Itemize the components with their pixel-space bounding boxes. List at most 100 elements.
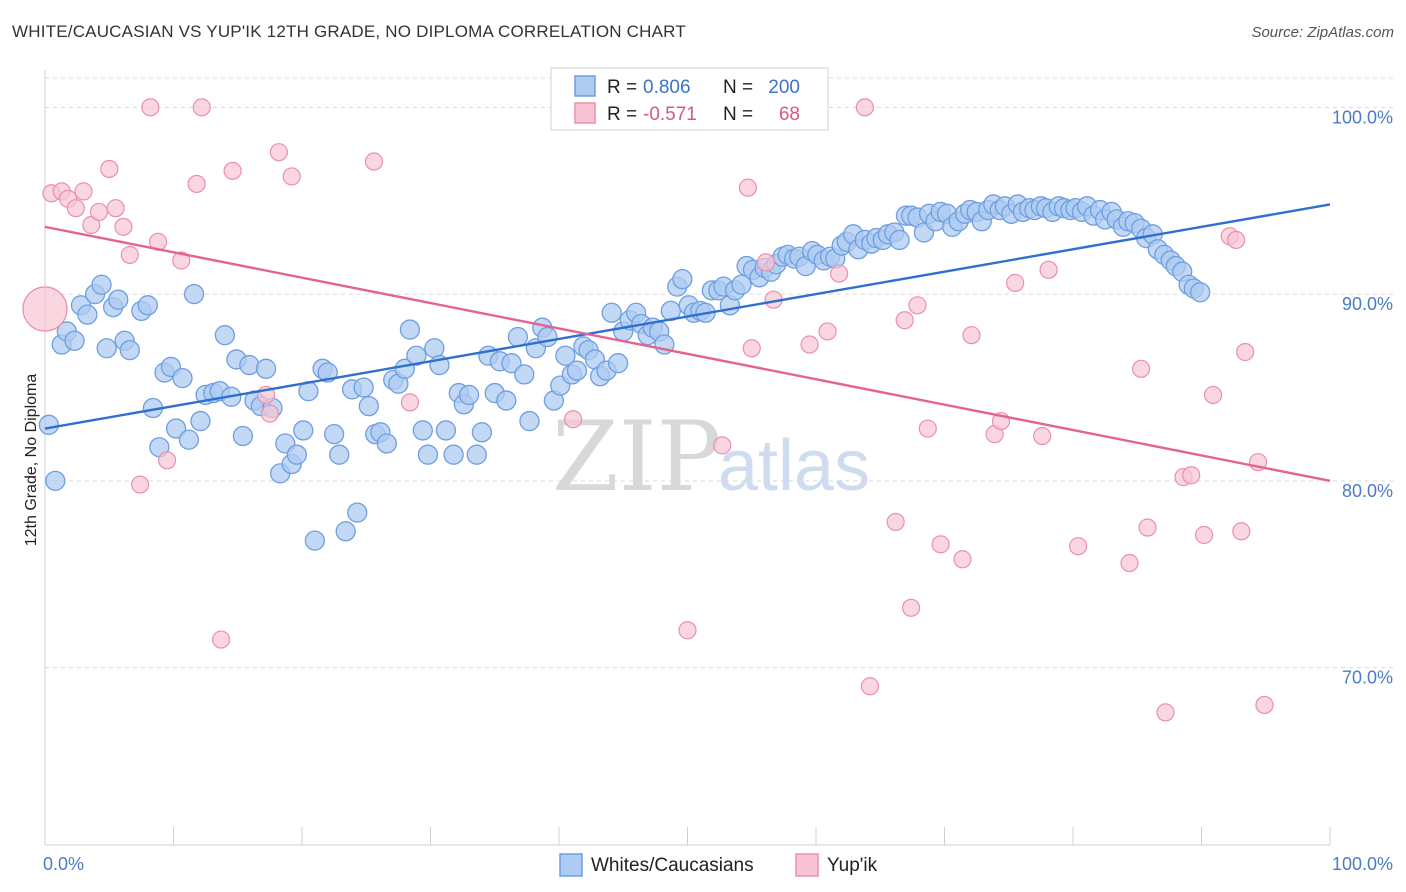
whites-point-20 — [165, 418, 187, 439]
yupik-point-23 — [269, 143, 288, 162]
whites-point-193 — [1190, 282, 1211, 303]
yupik-point-66 — [1255, 695, 1274, 715]
y-tick-label-70: 70.0% — [1342, 668, 1393, 688]
whites-point-78 — [514, 364, 535, 385]
yupik-point-30 — [738, 178, 757, 197]
whites-point-63 — [424, 338, 445, 359]
yupik-point-10 — [114, 217, 133, 236]
yupik-point-62 — [1227, 230, 1246, 250]
whites-point-59 — [399, 319, 421, 340]
legend-swatch-blue — [574, 75, 596, 97]
y-tick-label-100: 100.0% — [1332, 107, 1393, 127]
whites-point-9 — [96, 338, 117, 359]
yupik-point-16 — [172, 251, 191, 270]
whites-trend-line — [44, 203, 1331, 430]
yupik-point-28 — [678, 621, 697, 640]
whites-point-22 — [178, 429, 200, 450]
whites-point-142 — [889, 229, 910, 251]
yupik-point-38 — [860, 677, 880, 696]
whites-point-69 — [458, 384, 480, 406]
yupik-point-49 — [1006, 273, 1025, 292]
yupik-point-53 — [1120, 553, 1139, 573]
yupik-point-51 — [1039, 260, 1058, 279]
yupik-point-46 — [962, 326, 981, 345]
whites-point-11 — [108, 289, 129, 310]
series-whites-points — [38, 194, 1211, 551]
chart-title: WHITE/CAUCASIAN VS YUP'IK 12TH GRADE, NO… — [12, 22, 686, 41]
x-tick-label-start: 0.0% — [43, 854, 84, 874]
yupik-point-45 — [953, 550, 972, 569]
yupik-point-8 — [100, 159, 119, 179]
yupik-point-7 — [89, 202, 109, 222]
legend-r-label-pink: R = — [607, 104, 637, 125]
legend-r-label-blue: R = — [607, 77, 637, 98]
yupik-point-13 — [141, 98, 160, 117]
whites-point-77 — [507, 326, 529, 348]
yupik-point-19 — [211, 630, 231, 649]
yupik-point-42 — [908, 296, 927, 315]
yupik-point-63 — [1232, 522, 1251, 541]
yupik-point-34 — [800, 335, 819, 354]
yupik-point-11 — [120, 245, 139, 264]
whites-point-46 — [323, 424, 345, 445]
trend-lines — [44, 203, 1331, 483]
yupik-point-20 — [223, 161, 242, 180]
legend-n-label-blue: N = — [723, 77, 753, 98]
whites-point-21 — [172, 367, 193, 389]
whites-point-62 — [417, 444, 439, 465]
y-tick-labels: 70.0% 80.0% 90.0% 100.0% — [1332, 107, 1393, 687]
yupik-point-40 — [895, 311, 914, 330]
whites-point-0 — [38, 414, 60, 435]
whites-point-65 — [435, 420, 457, 441]
yupik-point-5 — [74, 182, 93, 201]
yupik-point-24 — [282, 167, 301, 186]
whites-point-82 — [537, 326, 558, 348]
yupik-point-44 — [931, 535, 950, 554]
whites-point-94 — [607, 353, 629, 374]
bottom-legend-label-yupik: Yup'ik — [827, 855, 878, 876]
yupik-point-9 — [106, 199, 125, 218]
yupik-point-18 — [192, 98, 211, 117]
whites-point-75 — [496, 390, 517, 411]
yupik-point-25 — [364, 152, 384, 171]
yupik-point-41 — [901, 598, 921, 617]
yupik-point-54 — [1132, 359, 1151, 378]
whites-point-85 — [555, 345, 576, 366]
whites-point-4 — [64, 330, 85, 351]
legend-n-value-pink: 68 — [779, 104, 800, 125]
legend-box: R = 0.806 N = 200 R = -0.571 N = 68 — [550, 67, 829, 131]
yupik-point-26 — [400, 393, 420, 412]
yupik-point-31 — [742, 339, 761, 358]
whites-point-40 — [286, 444, 308, 465]
yupik-point-59 — [1194, 525, 1214, 545]
whites-point-115 — [731, 274, 752, 295]
yupik-point-0 — [22, 286, 68, 332]
yupik-point-39 — [886, 512, 905, 532]
whites-point-28 — [214, 325, 236, 346]
whites-point-8 — [91, 274, 112, 295]
yupik-point-60 — [1203, 385, 1223, 405]
yupik-point-52 — [1069, 537, 1088, 556]
whites-point-51 — [353, 377, 374, 398]
legend-frame — [550, 67, 829, 131]
whites-point-76 — [501, 353, 522, 374]
whites-point-70 — [466, 444, 487, 465]
yupik-point-58 — [1182, 466, 1201, 485]
whites-point-55 — [376, 433, 397, 454]
yupik-point-12 — [130, 475, 150, 494]
x-tick-labels: 0.0% 100.0% — [43, 854, 1393, 874]
legend-swatch-pink — [574, 102, 596, 124]
bottom-legend-swatch-blue — [559, 853, 583, 877]
series-yupik-points — [22, 98, 1274, 722]
y-tick-label-80: 80.0% — [1342, 481, 1393, 501]
whites-point-47 — [329, 444, 350, 465]
whites-point-61 — [412, 420, 433, 441]
legend-n-label-pink: N = — [723, 104, 753, 125]
whites-point-52 — [358, 395, 379, 417]
y-axis-label: 12th Grade, No Diploma — [23, 374, 40, 547]
yupik-point-29 — [713, 436, 732, 455]
yupik-point-37 — [855, 98, 874, 117]
watermark-atlas: atlas — [718, 426, 870, 506]
whites-point-60 — [406, 345, 427, 366]
